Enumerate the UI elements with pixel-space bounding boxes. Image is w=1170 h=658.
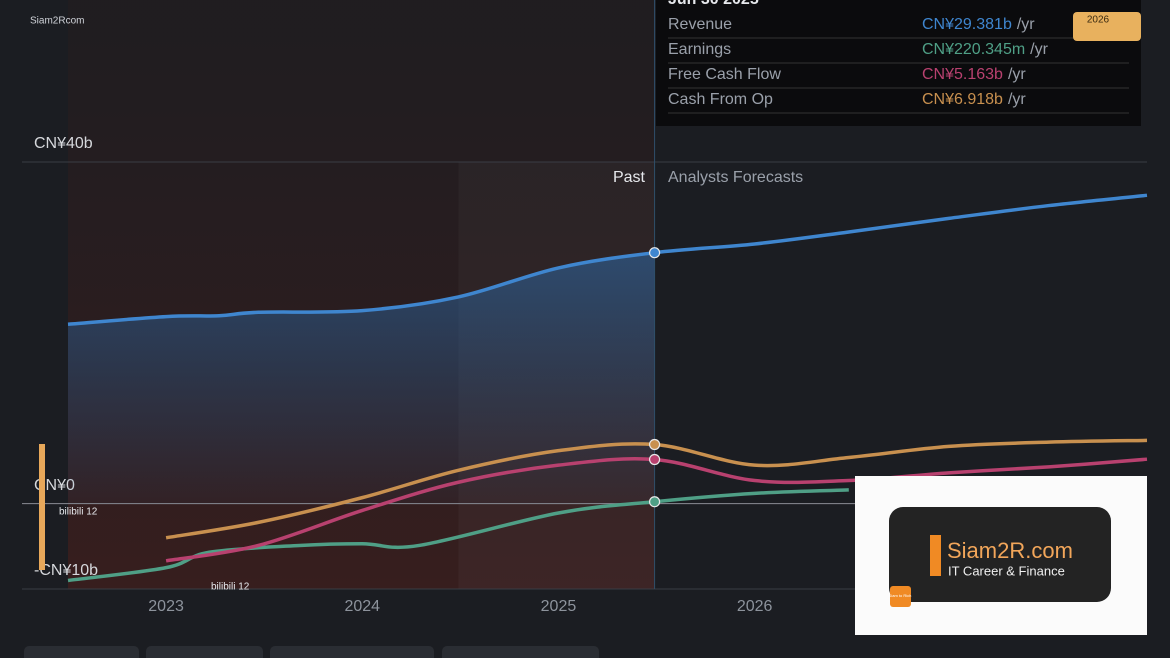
tooltip-value-label: CN¥220.345m xyxy=(922,41,1025,58)
brand-icon-text: Siam to Rich xyxy=(889,593,912,598)
tooltip-label: Earnings xyxy=(668,41,731,58)
tooltip-unit: /yr xyxy=(1008,91,1026,108)
revenue-area xyxy=(68,252,655,504)
legend-text: bilibili 12 xyxy=(59,507,98,518)
legend-text: bilibili 12 xyxy=(211,582,250,593)
tooltip-value: CN¥29.381b/yr xyxy=(922,16,1035,33)
tooltip-unit: /yr xyxy=(1008,66,1026,83)
site-label: Siam2Rcom xyxy=(30,16,84,27)
tooltip-value: CN¥5.163b/yr xyxy=(922,66,1026,83)
y-tick-label: CN¥40b xyxy=(34,135,93,152)
tooltip-label: Free Cash Flow xyxy=(668,66,781,83)
watermark-card xyxy=(889,507,1111,602)
x-tick-label: 2025 xyxy=(541,598,577,615)
tooltip-value-label: CN¥6.918b xyxy=(922,91,1003,108)
tab[interactable] xyxy=(442,646,599,658)
watermark: Siam2R.com IT Career & Finance Siam to R… xyxy=(855,476,1147,635)
tooltip-label: Cash From Op xyxy=(668,91,773,108)
tooltip-unit: /yr xyxy=(1017,16,1035,33)
badge[interactable] xyxy=(1073,12,1141,41)
tooltip-label: Revenue xyxy=(668,16,732,33)
tab[interactable] xyxy=(270,646,434,658)
tooltip-unit: /yr xyxy=(1030,41,1048,58)
tab[interactable] xyxy=(146,646,263,658)
tooltip-value: CN¥6.918b/yr xyxy=(922,91,1026,108)
forecast-label: Analysts Forecasts xyxy=(668,169,803,186)
brand-name: Siam2R.com xyxy=(947,538,1073,563)
x-tick-label: 2026 xyxy=(737,598,773,615)
x-tick-label: 2024 xyxy=(344,598,380,615)
tooltip: Jun 30 2025 Revenue CN¥29.381b/yr Earnings… xyxy=(656,0,1141,126)
hover-point xyxy=(648,438,661,451)
hover-point xyxy=(648,496,661,508)
tabs xyxy=(24,646,599,658)
badge-text[interactable]: 2026 xyxy=(1087,15,1110,26)
tooltip-value: CN¥220.345m/yr xyxy=(922,41,1049,58)
tooltip-value-label: CN¥5.163b xyxy=(922,66,1003,83)
brand-icon xyxy=(890,586,911,607)
brand-tagline: IT Career & Finance xyxy=(948,563,1065,578)
series-line xyxy=(67,193,1148,327)
tooltip-title: Jun 30 2025 xyxy=(668,0,759,8)
past-label: Past xyxy=(613,169,646,186)
y-tick-label: -CN¥10b xyxy=(34,562,98,579)
x-tick-label: 2023 xyxy=(148,598,184,615)
tooltip-value-label: CN¥29.381b xyxy=(922,16,1012,33)
tab[interactable] xyxy=(24,646,139,658)
legend-bar xyxy=(39,444,45,570)
hover-point xyxy=(648,247,661,259)
watermark-bar xyxy=(930,535,941,576)
hover-point xyxy=(648,453,661,466)
